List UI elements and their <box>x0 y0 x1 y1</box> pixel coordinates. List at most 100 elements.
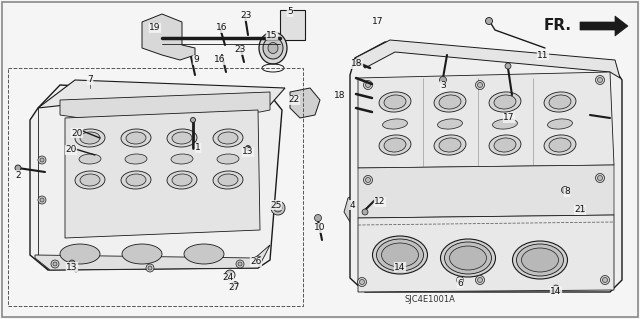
Ellipse shape <box>167 171 197 189</box>
Polygon shape <box>350 42 622 292</box>
Ellipse shape <box>191 117 195 122</box>
Ellipse shape <box>184 244 224 264</box>
Ellipse shape <box>379 92 411 112</box>
Ellipse shape <box>384 95 406 109</box>
Ellipse shape <box>213 171 243 189</box>
Ellipse shape <box>148 266 152 270</box>
Ellipse shape <box>218 132 238 144</box>
Ellipse shape <box>75 129 105 147</box>
Ellipse shape <box>40 198 44 202</box>
Ellipse shape <box>476 276 484 285</box>
Ellipse shape <box>561 187 568 194</box>
Ellipse shape <box>80 174 100 186</box>
Polygon shape <box>358 165 614 218</box>
Ellipse shape <box>38 156 46 164</box>
Ellipse shape <box>522 248 559 272</box>
Text: 2: 2 <box>15 170 21 180</box>
Ellipse shape <box>553 285 559 291</box>
Ellipse shape <box>259 32 287 64</box>
Ellipse shape <box>172 174 192 186</box>
Text: 17: 17 <box>372 18 384 26</box>
Ellipse shape <box>494 138 516 152</box>
Text: 21: 21 <box>574 205 586 214</box>
Text: 17: 17 <box>503 114 515 122</box>
Ellipse shape <box>75 171 105 189</box>
Ellipse shape <box>364 80 372 90</box>
Ellipse shape <box>595 76 605 85</box>
Ellipse shape <box>217 154 239 164</box>
Ellipse shape <box>263 37 283 59</box>
Ellipse shape <box>440 239 495 277</box>
Text: 23: 23 <box>240 11 252 20</box>
Text: 13: 13 <box>243 147 253 157</box>
Ellipse shape <box>238 262 242 266</box>
Ellipse shape <box>579 207 585 213</box>
Polygon shape <box>60 92 270 118</box>
Ellipse shape <box>60 244 100 264</box>
Text: 25: 25 <box>270 201 282 210</box>
Text: 16: 16 <box>214 56 226 64</box>
Polygon shape <box>145 22 180 52</box>
Text: SJC4E1001A: SJC4E1001A <box>404 295 456 305</box>
Ellipse shape <box>236 260 244 268</box>
Ellipse shape <box>187 47 193 53</box>
Polygon shape <box>358 72 614 168</box>
Ellipse shape <box>40 158 44 162</box>
Ellipse shape <box>381 243 419 267</box>
Text: 14: 14 <box>550 286 562 295</box>
Text: 16: 16 <box>216 24 228 33</box>
Polygon shape <box>38 80 285 108</box>
Ellipse shape <box>439 95 461 109</box>
Text: 15: 15 <box>266 31 278 40</box>
Text: FR.: FR. <box>544 19 572 33</box>
Text: 13: 13 <box>67 263 77 271</box>
Ellipse shape <box>218 174 238 186</box>
Text: 19: 19 <box>149 24 161 33</box>
Ellipse shape <box>360 279 365 285</box>
Ellipse shape <box>53 262 57 266</box>
Ellipse shape <box>383 119 408 129</box>
Ellipse shape <box>121 171 151 189</box>
Ellipse shape <box>364 175 372 184</box>
Polygon shape <box>580 16 628 36</box>
Ellipse shape <box>254 256 262 264</box>
Text: 10: 10 <box>314 224 326 233</box>
Ellipse shape <box>171 154 193 164</box>
Text: 27: 27 <box>228 284 240 293</box>
Text: 11: 11 <box>537 50 548 60</box>
Ellipse shape <box>549 95 571 109</box>
Polygon shape <box>35 245 270 270</box>
Ellipse shape <box>365 83 371 87</box>
Ellipse shape <box>271 201 285 215</box>
Ellipse shape <box>213 129 243 147</box>
Polygon shape <box>65 110 260 238</box>
Ellipse shape <box>489 135 521 155</box>
Ellipse shape <box>38 196 46 204</box>
Text: 8: 8 <box>564 188 570 197</box>
Ellipse shape <box>477 83 483 87</box>
Ellipse shape <box>513 241 568 279</box>
Ellipse shape <box>516 244 563 276</box>
Ellipse shape <box>456 277 463 284</box>
Polygon shape <box>344 192 370 222</box>
Bar <box>8 68 303 306</box>
Ellipse shape <box>449 246 486 270</box>
Ellipse shape <box>505 63 511 69</box>
Ellipse shape <box>548 119 572 129</box>
Ellipse shape <box>544 92 576 112</box>
Ellipse shape <box>379 135 411 155</box>
Ellipse shape <box>494 95 516 109</box>
Text: 6: 6 <box>457 278 463 287</box>
Ellipse shape <box>544 135 576 155</box>
Ellipse shape <box>15 165 21 171</box>
Ellipse shape <box>439 138 461 152</box>
Ellipse shape <box>434 92 466 112</box>
Ellipse shape <box>146 264 154 272</box>
Text: 12: 12 <box>374 197 386 206</box>
Text: 5: 5 <box>287 8 293 17</box>
Ellipse shape <box>274 204 282 212</box>
Text: 24: 24 <box>222 273 234 283</box>
Ellipse shape <box>314 214 321 221</box>
Ellipse shape <box>440 77 447 84</box>
Polygon shape <box>30 85 282 270</box>
